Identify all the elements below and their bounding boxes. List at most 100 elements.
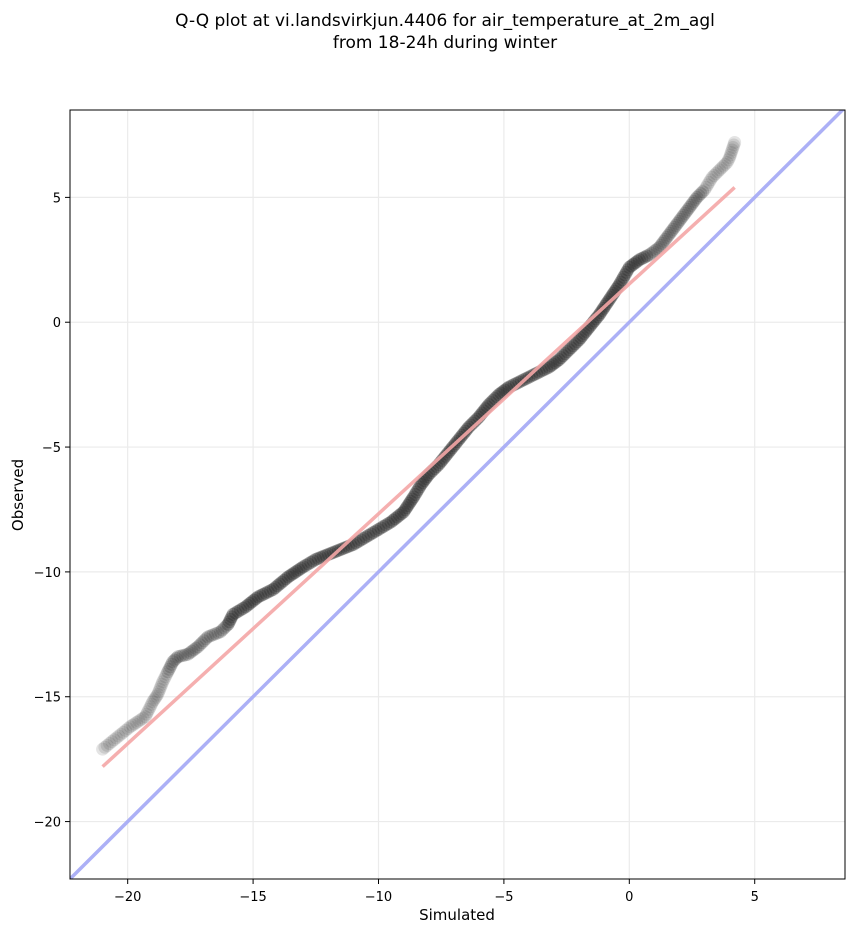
data-point: [725, 143, 739, 157]
data-point: [98, 740, 112, 754]
data-point: [364, 527, 378, 541]
data-point: [213, 625, 227, 639]
data-point: [241, 598, 255, 612]
data-point: [622, 260, 636, 274]
data-point: [279, 572, 293, 586]
data-point: [570, 335, 584, 349]
data-point: [154, 680, 168, 694]
data-point: [169, 651, 183, 665]
data-point: [109, 731, 123, 745]
data-point: [290, 564, 304, 578]
data-point: [203, 629, 217, 643]
data-point: [460, 422, 474, 436]
data-point: [178, 648, 192, 662]
data-point: [689, 192, 703, 206]
data-point: [575, 329, 589, 343]
data-point: [440, 447, 454, 461]
data-point: [222, 615, 236, 629]
plot-frame: [69, 109, 846, 880]
data-point: [646, 245, 660, 259]
data-point: [304, 555, 318, 569]
data-point: [152, 685, 166, 699]
data-point: [558, 347, 572, 361]
data-point: [96, 742, 110, 756]
data-point: [234, 603, 248, 617]
data-point: [296, 560, 310, 574]
data-point: [377, 519, 391, 533]
y-tick-label: 0: [53, 316, 61, 331]
data-point: [490, 390, 504, 404]
data-point: [114, 727, 128, 741]
data-point: [301, 557, 315, 571]
data-point: [143, 700, 157, 714]
data-point: [219, 619, 233, 633]
data-point: [681, 202, 695, 216]
data-point: [632, 253, 646, 267]
identity-line: [70, 110, 845, 879]
data-point: [592, 308, 606, 322]
data-point: [652, 240, 666, 254]
data-point: [256, 587, 270, 601]
data-point: [669, 218, 683, 232]
data-point: [166, 655, 180, 669]
data-point: [527, 368, 541, 382]
data-point: [199, 632, 213, 646]
data-point: [283, 568, 297, 582]
data-point: [384, 515, 398, 529]
data-point: [311, 551, 325, 565]
data-point: [615, 273, 629, 287]
data-point: [701, 178, 715, 192]
data-point: [408, 488, 422, 501]
data-point: [163, 660, 177, 674]
data-point: [351, 534, 365, 548]
data-point: [660, 230, 674, 244]
data-point: [458, 424, 472, 438]
y-axis-label: Observed: [9, 459, 27, 531]
data-point: [711, 165, 725, 179]
data-point: [404, 494, 418, 508]
data-point: [236, 601, 250, 615]
data-point: [231, 604, 245, 618]
data-point: [245, 595, 259, 609]
data-point: [225, 610, 239, 624]
data-point: [139, 707, 153, 721]
data-point: [591, 310, 605, 324]
data-point: [374, 521, 388, 535]
data-point: [707, 169, 721, 183]
data-point: [672, 214, 686, 228]
data-point: [156, 675, 170, 689]
data-point: [637, 250, 651, 264]
data-point: [675, 210, 689, 224]
x-tick-label: 5: [751, 890, 759, 905]
data-point: [354, 533, 368, 547]
data-point: [294, 561, 308, 575]
data-point: [394, 507, 408, 521]
data-point: [247, 593, 261, 607]
y-tick-label: −5: [42, 441, 61, 456]
data-point: [686, 196, 700, 210]
data-point: [211, 626, 225, 640]
data-point: [566, 339, 580, 353]
data-point: [540, 361, 554, 375]
data-point: [254, 589, 268, 603]
data-point: [718, 157, 732, 171]
data-point: [388, 512, 402, 526]
data-point: [390, 510, 404, 524]
data-point: [251, 590, 265, 604]
data-point: [562, 343, 576, 357]
data-point: [277, 573, 291, 587]
data-point: [692, 189, 706, 203]
data-point: [134, 713, 148, 727]
data-point: [161, 665, 175, 679]
data-point: [127, 717, 141, 731]
axis-ticks: −20 −15 −10 −5 0 5 −20 −15 −10 −5 0 5: [34, 191, 759, 905]
data-point: [676, 208, 690, 222]
data-point: [552, 353, 566, 367]
data-point: [125, 718, 139, 732]
data-point: [720, 155, 734, 169]
data-point: [379, 518, 393, 532]
data-point: [208, 627, 222, 641]
data-point: [185, 644, 199, 658]
data-point: [160, 667, 174, 681]
